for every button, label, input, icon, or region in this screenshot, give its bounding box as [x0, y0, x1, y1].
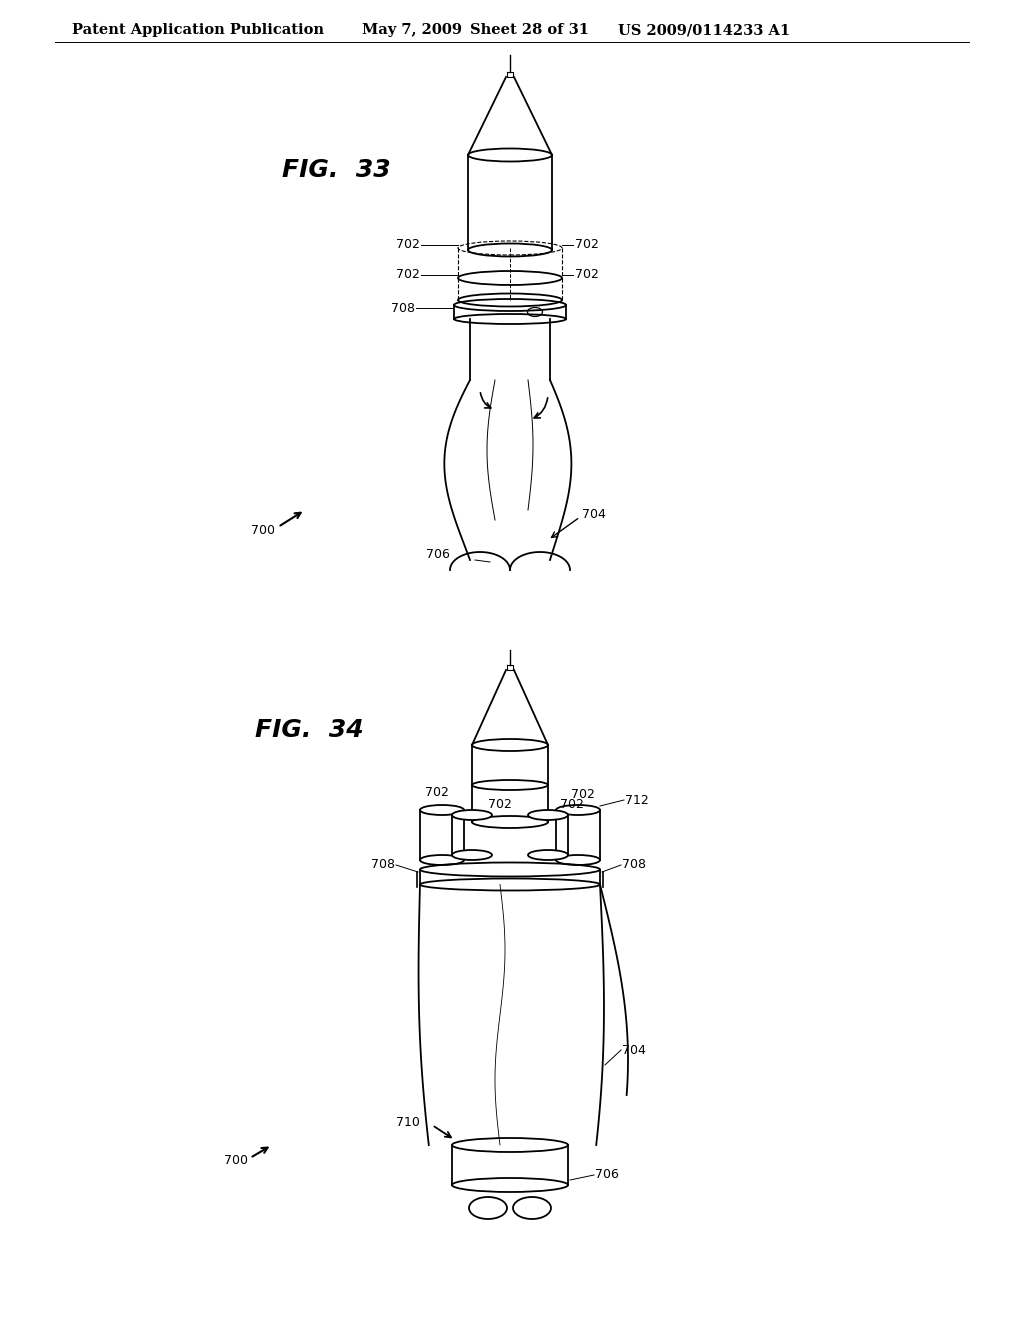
Text: 702: 702: [571, 788, 595, 800]
Text: 702: 702: [560, 797, 584, 810]
Text: 702: 702: [488, 797, 512, 810]
Text: 700: 700: [224, 1154, 248, 1167]
Text: FIG.  34: FIG. 34: [255, 718, 364, 742]
Ellipse shape: [528, 810, 568, 820]
Text: FIG.  33: FIG. 33: [282, 158, 390, 182]
Text: Patent Application Publication: Patent Application Publication: [72, 22, 324, 37]
Text: 702: 702: [425, 785, 449, 799]
Text: 712: 712: [625, 793, 649, 807]
Text: 704: 704: [622, 1044, 646, 1056]
Text: 702: 702: [575, 268, 599, 281]
Ellipse shape: [452, 850, 492, 861]
Text: 708: 708: [391, 301, 415, 314]
Text: May 7, 2009: May 7, 2009: [362, 22, 462, 37]
Text: US 2009/0114233 A1: US 2009/0114233 A1: [618, 22, 791, 37]
Ellipse shape: [420, 855, 464, 865]
Text: 700: 700: [251, 524, 275, 536]
Ellipse shape: [452, 810, 492, 820]
Ellipse shape: [528, 850, 568, 861]
Text: 702: 702: [396, 239, 420, 252]
Text: 710: 710: [396, 1117, 420, 1130]
Ellipse shape: [556, 805, 600, 814]
Text: 708: 708: [371, 858, 395, 871]
Text: 708: 708: [622, 858, 646, 871]
Text: 706: 706: [426, 549, 450, 561]
Text: 702: 702: [575, 239, 599, 252]
Text: 704: 704: [582, 508, 606, 521]
Text: 702: 702: [396, 268, 420, 281]
Text: 706: 706: [595, 1168, 618, 1181]
Ellipse shape: [420, 805, 464, 814]
Ellipse shape: [556, 855, 600, 865]
Text: Sheet 28 of 31: Sheet 28 of 31: [470, 22, 589, 37]
